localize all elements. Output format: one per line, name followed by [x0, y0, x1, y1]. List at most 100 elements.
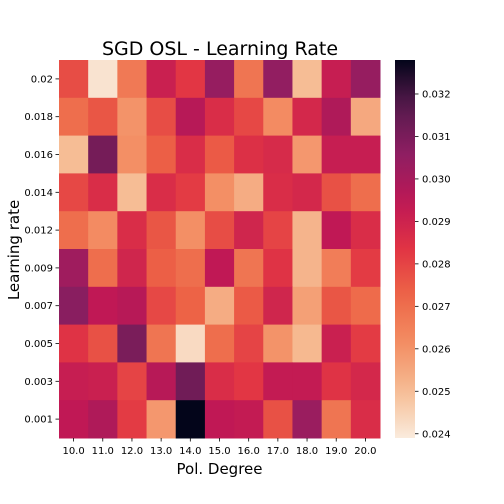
colorbar-tick-label: 0.032	[422, 89, 451, 100]
heatmap-cell	[292, 97, 323, 137]
colorbar-tick-label: 0.030	[422, 174, 451, 185]
heatmap-cell	[263, 400, 293, 439]
colorbar-tick-label: 0.029	[422, 217, 451, 228]
heatmap-cell	[350, 286, 381, 326]
heatmap-cell	[321, 249, 352, 288]
colorbar-tick-label: 0.024	[422, 429, 451, 440]
heatmap-cell	[59, 249, 89, 288]
heatmap-cell	[321, 362, 352, 401]
heatmap-cell	[59, 211, 89, 250]
heatmap-cell	[117, 286, 148, 326]
heatmap-cell	[350, 211, 381, 250]
x-tick-labels: 10.0 11.0 12.0 13.0 14.0 15.0 16.0 17.0 18.0 19.0…	[62, 438, 377, 457]
colorbar-tick-label: 0.027	[422, 302, 451, 313]
heatmap-cell	[146, 286, 177, 326]
heatmap-cell	[117, 173, 148, 212]
heatmap-cell	[117, 324, 148, 363]
heatmap-cell	[59, 135, 89, 174]
heatmap-cell	[204, 173, 235, 212]
heatmap-cell	[292, 362, 323, 401]
heatmap-cell	[204, 60, 235, 99]
heatmap-cell	[204, 97, 235, 137]
heatmap-cell	[146, 211, 177, 250]
heatmap-cell	[88, 324, 118, 363]
heatmap-cell	[88, 135, 118, 174]
heatmap-cell	[175, 324, 206, 363]
heatmap-cell	[204, 324, 235, 363]
heatmap-cell	[88, 60, 118, 99]
colorbar-tick-label: 0.025	[422, 387, 451, 398]
heatmap-cell	[321, 324, 352, 363]
heatmap-cell	[88, 286, 118, 326]
heatmap-cell	[204, 400, 235, 439]
heatmap-cell	[59, 400, 89, 439]
y-tick-label: 0.018	[24, 112, 53, 123]
heatmap-cell	[117, 211, 148, 250]
heatmap-cell	[263, 97, 293, 137]
heatmap-cell	[234, 286, 264, 326]
heatmap-cell	[204, 286, 235, 326]
colorbar-tick-label: 0.031	[422, 132, 451, 143]
y-tick-label: 0.005	[24, 339, 53, 350]
heatmap-cell	[175, 135, 206, 174]
heatmap-cell	[321, 211, 352, 250]
heatmap-cell	[204, 249, 235, 288]
colorbar-tick-labels: 0.024 0.025 0.026 0.027 0.028 0.029 0.030 0.031…	[415, 89, 451, 440]
x-tick-label: 15.0	[208, 446, 230, 457]
heatmap-cell	[59, 60, 89, 99]
heatmap-cell	[263, 362, 293, 401]
heatmap-cell	[350, 173, 381, 212]
x-tick-label: 11.0	[92, 446, 114, 457]
heatmap-cell	[292, 135, 323, 174]
heatmap-cell	[146, 97, 177, 137]
heatmap-cell	[204, 362, 235, 401]
heatmap-cell	[146, 135, 177, 174]
heatmap-cell	[234, 400, 264, 439]
heatmap-cell	[321, 173, 352, 212]
heatmap-cell	[146, 60, 177, 99]
heatmap-cell	[59, 97, 89, 137]
heatmap-cell	[117, 362, 148, 401]
y-tick-label: 0.014	[24, 188, 53, 199]
y-tick-labels: 0.02 0.018 0.016 0.014 0.012 0.009 0.007 0.005 0…	[24, 74, 59, 426]
x-tick-label: 14.0	[179, 446, 201, 457]
heatmap-cell	[350, 135, 381, 174]
heatmap-cell	[234, 211, 264, 250]
heatmap-cell	[321, 400, 352, 439]
heatmap-cell	[204, 135, 235, 174]
heatmap-cell	[263, 135, 293, 174]
heatmap-cell	[292, 173, 323, 212]
heatmap-cell	[292, 211, 323, 250]
x-tick-label: 18.0	[296, 446, 318, 457]
heatmap-cell	[175, 249, 206, 288]
heatmap-cell	[175, 97, 206, 137]
heatmap-cell	[88, 400, 118, 439]
y-axis-label: Learning rate	[5, 200, 23, 300]
heatmap-cell	[263, 324, 293, 363]
x-tick-label: 20.0	[354, 446, 376, 457]
heatmap-cell	[175, 60, 206, 99]
heatmap-cell	[321, 135, 352, 174]
heatmap-cells	[59, 60, 381, 439]
heatmap-cell	[146, 173, 177, 212]
heatmap-cell	[88, 97, 118, 137]
heatmap-cell	[292, 324, 323, 363]
heatmap-cell	[350, 60, 381, 99]
heatmap-cell	[175, 362, 206, 401]
heatmap-cell	[292, 249, 323, 288]
heatmap-cell	[117, 135, 148, 174]
heatmap-cell	[146, 400, 177, 439]
x-tick-label: 17.0	[267, 446, 289, 457]
heatmap-cell	[350, 400, 381, 439]
heatmap-cell	[321, 97, 352, 137]
heatmap-cell	[350, 97, 381, 137]
heatmap-cell	[59, 324, 89, 363]
heatmap-cell	[59, 286, 89, 326]
heatmap-cell	[146, 249, 177, 288]
heatmap-cell	[321, 60, 352, 99]
heatmap-cell	[204, 211, 235, 250]
heatmap-cell	[321, 286, 352, 326]
heatmap-cell	[263, 286, 293, 326]
heatmap-cell	[234, 60, 264, 99]
